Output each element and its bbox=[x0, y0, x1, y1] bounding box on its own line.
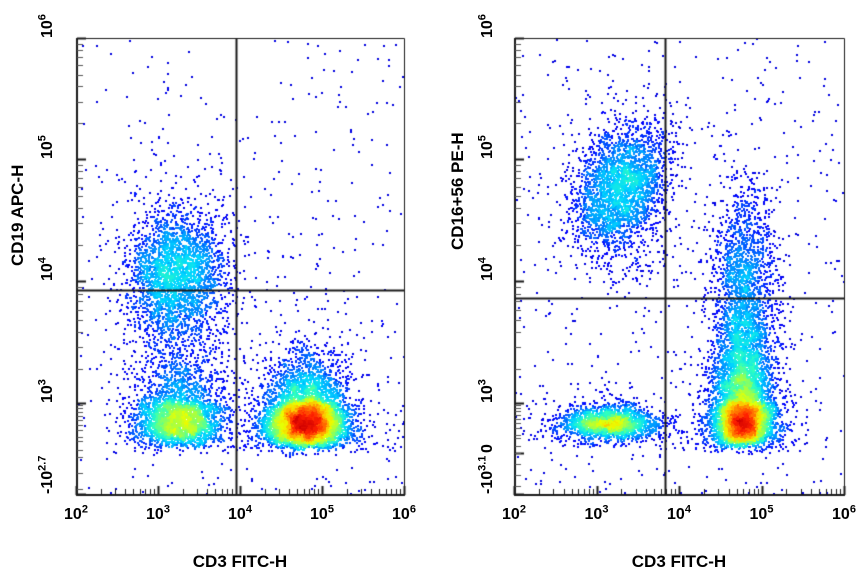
x-axis-tick-label: 105 bbox=[310, 503, 334, 523]
plot-panel-right[interactable]: CD16+56 PE-H CD3 FITC-H 1061051041030-10… bbox=[440, 0, 867, 588]
x-axis-tick-label: 102 bbox=[502, 503, 526, 523]
x-axis-title-right: CD3 FITC-H bbox=[631, 552, 727, 571]
plot-panel-left[interactable]: CD19 APC-H CD3 FITC-H 106105104103-102.7… bbox=[0, 0, 440, 588]
x-axis-tick-label: 103 bbox=[584, 503, 609, 523]
x-axis-tick-label: 105 bbox=[749, 503, 774, 523]
x-axis-tick-label: 104 bbox=[667, 503, 691, 523]
scatter-plot-canvas-right[interactable] bbox=[440, 0, 867, 588]
scatter-plot-canvas-left[interactable] bbox=[0, 0, 440, 588]
x-axis-title-left: CD3 FITC-H bbox=[192, 552, 288, 571]
x-axis-tick-label: 102 bbox=[64, 503, 88, 523]
x-axis-tick-label: 103 bbox=[146, 503, 170, 523]
x-axis-tick-label: 104 bbox=[228, 503, 252, 523]
x-axis-tick-label: 106 bbox=[832, 503, 856, 523]
x-axis-tick-label: 106 bbox=[392, 503, 416, 523]
